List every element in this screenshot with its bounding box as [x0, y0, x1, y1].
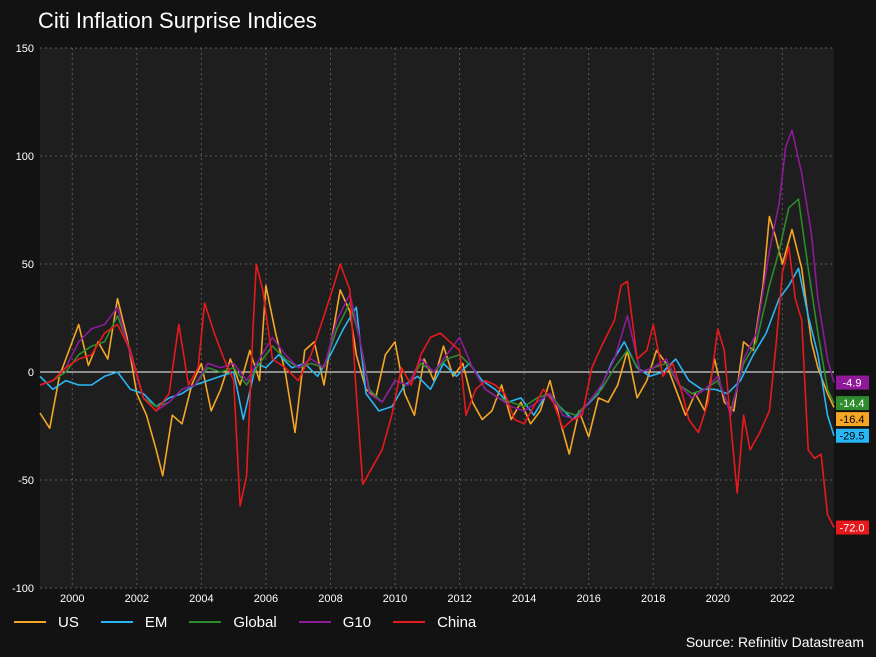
- end-label-value: -4.9: [843, 378, 862, 390]
- legend-swatch: [298, 621, 331, 623]
- x-tick-label: 2020: [706, 593, 730, 605]
- end-label-value: -14.4: [839, 398, 864, 410]
- x-tick-label: 2022: [770, 593, 794, 605]
- end-label-g10: -4.9: [836, 375, 869, 390]
- series-line-china: [39, 245, 835, 528]
- y-tick-label: 50: [22, 259, 34, 271]
- series-lines: [39, 129, 835, 528]
- end-label-value: -16.4: [839, 414, 864, 426]
- legend-item-g10: G10: [298, 613, 372, 631]
- end-label-box: [836, 396, 869, 411]
- end-label-value: -29.5: [839, 431, 864, 443]
- chart-title: Citi Inflation Surprise Indices: [38, 8, 317, 33]
- end-label-us: -16.4: [836, 412, 869, 427]
- legend-item-us: US: [14, 614, 79, 631]
- legend-label: G10: [342, 613, 372, 631]
- x-tick-label: 2002: [125, 593, 149, 605]
- end-label-box: [836, 428, 869, 443]
- source-note: Source: Refinitiv Datastream: [685, 634, 864, 650]
- x-tick-label: 2012: [447, 593, 471, 605]
- x-tick-label: 2008: [318, 593, 342, 605]
- legend-swatch: [100, 621, 133, 623]
- x-tick-label: 2000: [60, 593, 84, 605]
- end-labels: -4.9 -14.4 -16.4 -29.5 -72.0: [836, 375, 869, 535]
- legend-label: Global: [233, 613, 277, 631]
- legend-item-global: Global: [189, 613, 277, 631]
- x-tick-label: 2014: [512, 593, 536, 605]
- end-label-box: [836, 375, 869, 390]
- series-line-g10: [39, 129, 835, 421]
- legend-item-em: EM: [100, 613, 168, 631]
- legend-label: EM: [144, 613, 168, 631]
- end-label-box: [836, 520, 869, 535]
- legend-swatch: [393, 621, 426, 623]
- legend-swatch: [14, 621, 46, 623]
- x-tick-label: 2004: [189, 593, 213, 605]
- y-tick-label: 100: [16, 151, 34, 163]
- x-tick-label: 2018: [641, 593, 665, 605]
- end-label-china: -72.0: [836, 520, 869, 535]
- end-label-box: [836, 412, 869, 427]
- legend-item-china: China: [393, 614, 476, 631]
- legend-label: US: [58, 613, 79, 631]
- legend-swatch: [189, 621, 222, 623]
- y-tick-label: 150: [16, 43, 34, 55]
- legend-label: China: [437, 613, 477, 631]
- y-tick-label: 0: [28, 367, 34, 379]
- y-tick-label: -50: [18, 475, 34, 487]
- x-tick-label: 2016: [576, 593, 600, 605]
- axis-ticks: 150 100 50 0 -50 -100 2000 2002 2004 2006 2008 2010…: [12, 43, 795, 605]
- y-tick-label: -100: [12, 583, 34, 595]
- x-tick-label: 2010: [383, 593, 407, 605]
- end-label-global: -14.4: [836, 396, 869, 411]
- series-line-em: [39, 267, 835, 436]
- x-tick-label: 2006: [254, 593, 278, 605]
- plot-area: [40, 48, 834, 588]
- legend: US EM Global G10 China: [14, 612, 498, 632]
- end-label-value: -72.0: [839, 523, 864, 535]
- end-label-em: -29.5: [836, 428, 869, 443]
